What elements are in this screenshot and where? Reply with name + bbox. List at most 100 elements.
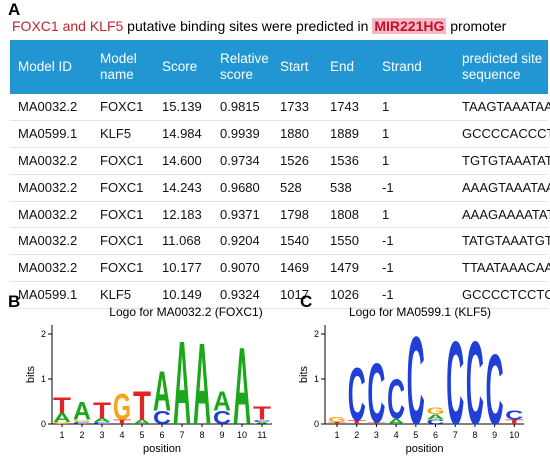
logo-letter: A	[427, 413, 445, 421]
table-cell: MA0032.2	[18, 206, 78, 222]
header-row: Model ID Model name Score Relative score Sta…	[10, 40, 548, 94]
table-cell: 0.9070	[220, 260, 260, 276]
table-cell: 1469	[280, 260, 309, 276]
x-tick-label: 1	[334, 430, 339, 440]
table-row: MA0032.2 FOXC1 15.139 0.9815 1733 1743 1 TAAGTA…	[10, 94, 550, 121]
caption-text: promoter	[446, 18, 507, 34]
table-cell: FOXC1	[100, 233, 144, 249]
header-cell: predicted site sequence	[462, 51, 543, 82]
table-cell: 1026	[330, 287, 359, 303]
logo-letter: T	[53, 393, 71, 417]
table-cell: MA0599.1	[18, 287, 78, 303]
table-cell: 1	[382, 99, 390, 114]
table-cell: 10.177	[162, 260, 202, 276]
table-cell: 14.984	[162, 125, 202, 141]
logo-letter: C	[407, 311, 425, 450]
caption-text: FOXC1 and KLF5	[12, 18, 124, 34]
logo-letter: T	[348, 420, 366, 426]
table-row: MA0032.2 FOXC1 11.068 0.9204 1540 1550 -1 TATGT…	[10, 228, 550, 256]
logo-letter: A	[173, 318, 191, 450]
table-row: MA0032.2 FOXC1 14.243 0.9680 528 538 -1 AAAGTAA…	[10, 175, 550, 202]
table-cell: 0.9324	[220, 287, 260, 303]
y-axis-label: bits	[298, 365, 310, 383]
logo-letter: T	[505, 418, 523, 425]
header-cell: Strand	[382, 59, 422, 74]
logo-letter: T	[113, 418, 131, 425]
logo-letter: G	[427, 406, 445, 416]
table-cell: 15.139	[162, 99, 202, 114]
x-tick-label: 9	[219, 430, 224, 440]
table-cell: -1	[382, 179, 394, 195]
logo-letter: A	[73, 397, 91, 425]
x-tick-label: 2	[79, 430, 84, 440]
table-cell: 1536	[330, 152, 359, 168]
x-tick-label: 4	[394, 430, 399, 440]
table-cell: GCCCCACCCT	[462, 125, 550, 141]
header-cell: Relative score	[220, 51, 269, 82]
table-cell: 1017	[280, 287, 309, 303]
logo-title: Logo for MA0032.2 (FOXC1)	[109, 305, 262, 319]
x-tick-label: 1	[59, 430, 64, 440]
x-tick-label: 7	[453, 430, 458, 440]
logo-letter: C	[387, 369, 405, 431]
panel-label: C	[300, 292, 312, 311]
x-tick-label: 10	[237, 430, 247, 440]
logo-letter: C	[367, 345, 385, 440]
caption-text: putative binding sites were predicted in	[123, 18, 373, 34]
logo-letter: C	[446, 318, 464, 450]
table-cell: FOXC1	[100, 152, 144, 168]
x-tick-label: 9	[492, 430, 497, 440]
x-tick-label: 8	[199, 430, 204, 440]
x-tick-label: 11	[257, 430, 266, 440]
logo-letter: C	[153, 407, 171, 428]
table-row: MA0032.2 FOXC1 14.600 0.9734 1526 1536 1 TGTGTA…	[10, 148, 550, 175]
logo-letter: A	[193, 319, 211, 448]
table-cell: 528	[280, 179, 302, 195]
table-cell: 1	[382, 125, 390, 141]
table-cell: MA0032.2	[18, 260, 78, 276]
x-axis-label: position	[143, 443, 181, 455]
y-tick-label: 2	[41, 329, 46, 339]
panel-label: A	[8, 0, 21, 19]
table-cell: MA0032.2	[18, 179, 78, 195]
logo-letter: G	[113, 386, 131, 428]
table-cell: 1733	[280, 99, 309, 114]
table-cell: 1	[382, 152, 390, 168]
table-cell: 1526	[280, 152, 309, 168]
table-cell: 1	[382, 206, 390, 222]
x-tick-label: 3	[99, 430, 104, 440]
x-tick-label: 8	[472, 430, 477, 440]
table-cell: FOXC1	[100, 179, 144, 195]
logo-letter: A	[233, 326, 251, 448]
table-cell: TAAGTAAATAA	[462, 99, 550, 114]
table-cell: 14.243	[162, 179, 202, 195]
logo-letter: C	[505, 408, 523, 422]
table-cell: 1540	[280, 233, 309, 249]
table-cell: -1	[382, 233, 394, 249]
logo-letter: A	[133, 418, 151, 425]
y-tick-label: 0	[41, 419, 46, 429]
x-tick-label: 10	[509, 430, 519, 440]
table-cell: 538	[330, 179, 352, 195]
y-axis-label: bits	[25, 365, 37, 383]
table-cell: 1743	[330, 99, 359, 114]
x-tick-label: 7	[179, 430, 184, 440]
table-cell: 1889	[330, 125, 359, 141]
logo-letter: C	[73, 421, 91, 424]
header-cell: Model name	[100, 51, 137, 82]
y-tick-label: 1	[314, 374, 319, 384]
logo-letter: A	[387, 417, 405, 425]
logo-letter: A	[153, 361, 171, 423]
logo-letter: T	[93, 399, 111, 423]
table-cell: MA0032.2	[18, 99, 78, 114]
x-tick-label: 5	[139, 430, 144, 440]
table-cell: MA0032.2	[18, 233, 78, 249]
table-cell: MA0032.2	[18, 152, 78, 168]
table-cell: AAAGTAAATAA	[462, 179, 550, 195]
table-cell: -1	[382, 287, 394, 303]
table-cell: GCCCCTCCTC	[462, 287, 550, 303]
table-cell: 1479	[330, 260, 359, 276]
table-cell: 11.068	[162, 233, 201, 249]
header-cell: End	[330, 59, 355, 74]
